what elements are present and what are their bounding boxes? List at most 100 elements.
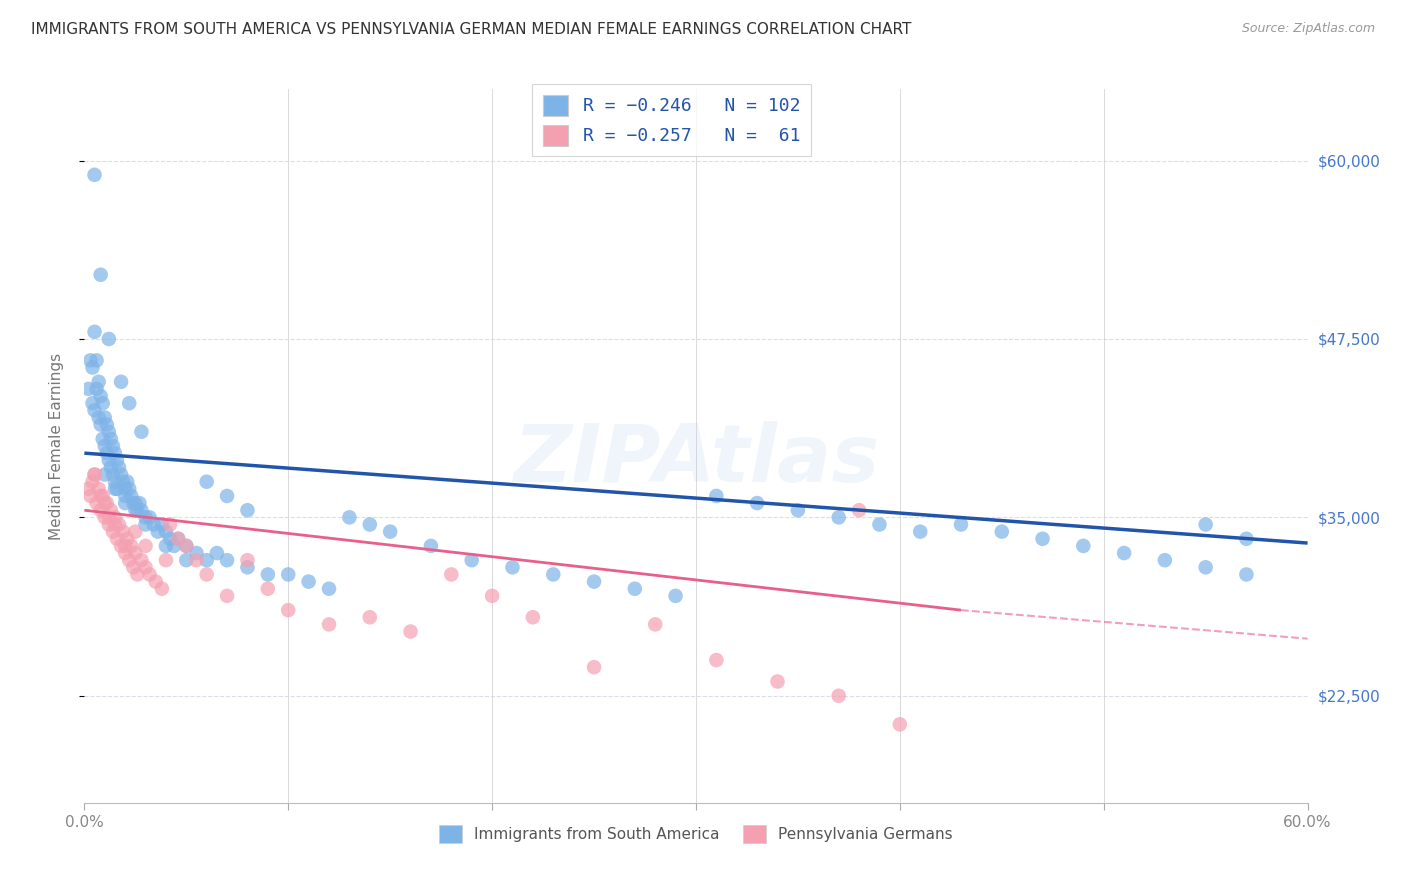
Point [79,489,101,503]
Point [298,574,321,589]
Point [97,453,120,467]
Point [236,503,259,517]
Point [86,496,108,510]
Point [277,567,299,582]
Point [174,553,197,567]
Point [104,475,127,489]
Point [828,510,851,524]
Point [150,517,173,532]
Point [77,382,100,396]
Point [105,453,128,467]
Point [101,467,124,482]
Point [128,496,150,510]
Point [1195,517,1218,532]
Point [105,532,128,546]
Point [82,360,104,375]
Point [86,382,108,396]
Point [1154,553,1177,567]
Point [205,546,228,560]
Point [150,582,173,596]
Point [787,503,810,517]
Point [359,517,381,532]
Point [174,539,197,553]
Point [112,475,135,489]
Point [97,517,120,532]
Point [217,553,239,567]
Point [138,510,160,524]
Point [91,396,114,410]
Point [83,467,105,482]
Point [104,482,127,496]
Point [155,539,177,553]
Text: ZIPAtlas: ZIPAtlas [513,421,879,500]
Point [318,617,340,632]
Point [236,560,259,574]
Point [115,532,138,546]
Point [93,439,115,453]
Point [83,403,105,417]
Point [114,489,136,503]
Point [100,503,122,517]
Point [110,467,132,482]
Point [112,524,135,539]
Point [87,375,110,389]
Point [380,524,402,539]
Point [420,539,443,553]
Point [96,496,118,510]
Point [120,489,142,503]
Point [86,353,108,368]
Point [108,460,131,475]
Text: Source: ZipAtlas.com: Source: ZipAtlas.com [1241,22,1375,36]
Point [90,417,112,432]
Point [122,496,145,510]
Point [79,353,101,368]
Point [114,496,136,510]
Point [155,553,177,567]
Point [159,517,181,532]
Point [950,517,973,532]
Point [163,539,186,553]
Point [114,546,136,560]
Point [257,582,280,596]
Point [91,432,114,446]
Point [97,510,120,524]
Point [108,517,131,532]
Point [122,560,145,574]
Point [138,567,160,582]
Point [104,446,127,460]
Point [583,574,606,589]
Point [522,610,544,624]
Point [91,489,114,503]
Point [502,560,524,574]
Point [115,475,138,489]
Point [644,617,666,632]
Point [399,624,422,639]
Point [104,517,127,532]
Point [110,539,132,553]
Point [440,567,463,582]
Point [142,517,165,532]
Point [104,510,127,524]
Point [124,524,146,539]
Point [217,489,239,503]
Point [93,510,115,524]
Point [991,524,1014,539]
Point [766,674,789,689]
Point [135,539,157,553]
Point [167,532,190,546]
Point [159,532,181,546]
Point [114,482,136,496]
Point [195,475,218,489]
Point [131,553,153,567]
Point [135,517,157,532]
Point [624,582,647,596]
Point [828,689,851,703]
Point [90,503,112,517]
Point [87,410,110,425]
Point [114,539,136,553]
Point [1073,539,1095,553]
Point [461,553,484,567]
Point [145,574,167,589]
Point [359,610,381,624]
Point [869,517,891,532]
